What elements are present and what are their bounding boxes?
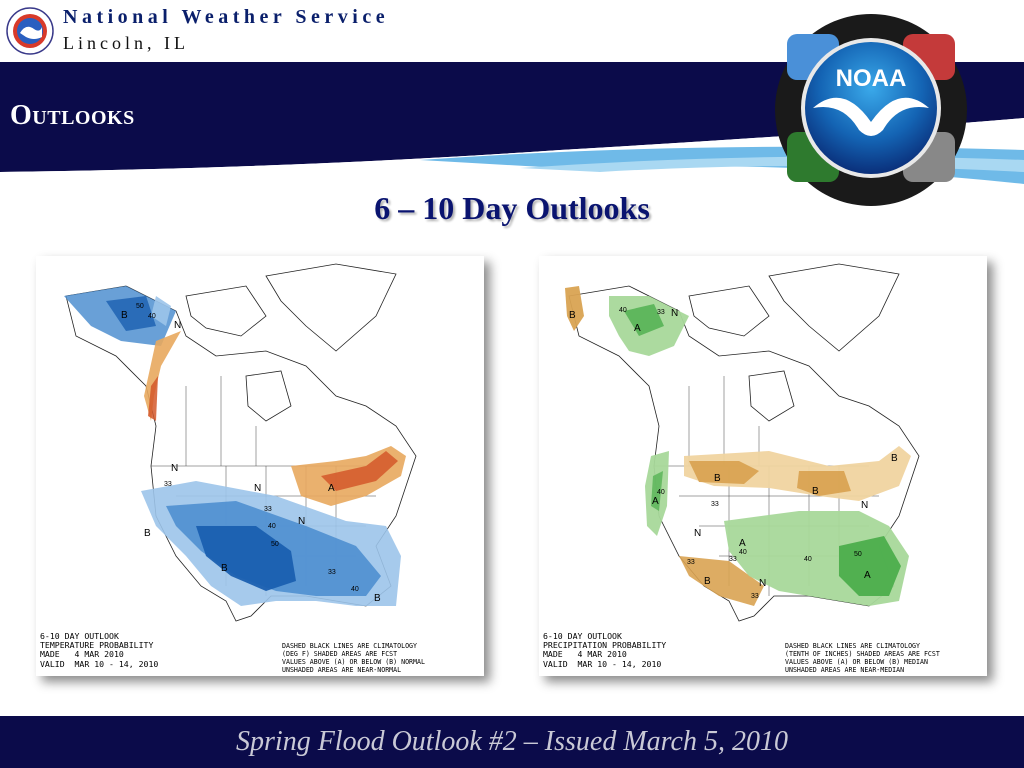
noaa-logo-icon: NOAA (775, 14, 967, 206)
caption-line: TEMPERATURE PROBABILITY (40, 640, 154, 651)
arctic-islands-outline (688, 285, 770, 337)
caption-line: VALID MAR 10 - 14, 2010 (543, 658, 662, 669)
note-line: (TENTH OF INCHES) SHADED AREAS ARE FCST (785, 650, 940, 658)
note-line: VALUES ABOVE (A) OR BELOW (B) MEDIAN (785, 658, 928, 666)
temperature-caption: 6-10 DAY OUTLOOK TEMPERATURE PROBABILITY M… (40, 631, 159, 669)
contour-value: 33 (164, 481, 172, 488)
map-label: A (739, 538, 746, 549)
map-label: B (121, 310, 128, 321)
map-label: B (891, 453, 898, 464)
note-line: DASHED BLACK LINES ARE CLIMATOLOGY (282, 642, 417, 650)
temperature-legend-note: DASHED BLACK LINES ARE CLIMATOLOGY (DEG F… (282, 642, 425, 674)
map-label: B (374, 593, 381, 604)
map-label: B (221, 563, 228, 574)
contour-value: 40 (619, 307, 627, 314)
contour-value: 33 (264, 506, 272, 513)
contour-value: 40 (657, 489, 665, 496)
contour-value: 33 (328, 569, 336, 576)
svg-text:NOAA: NOAA (836, 65, 907, 92)
nws-logo-icon (6, 7, 54, 55)
contour-value: 40 (351, 586, 359, 593)
org-name: National Weather Service (63, 6, 390, 28)
footer-text: Spring Flood Outlook #2 – Issued March 5… (236, 726, 788, 757)
map-label: B (569, 310, 576, 321)
greenland-outline (768, 263, 900, 352)
greenland-outline (265, 263, 397, 352)
map-label: B (714, 473, 721, 484)
map-label: B (704, 576, 711, 587)
contour-value: 50 (136, 303, 144, 310)
contour-value: 40 (268, 523, 276, 530)
footer-bar (0, 716, 1024, 768)
contour-value: 33 (657, 309, 665, 316)
map-label: N (694, 528, 701, 539)
org-city: Lincoln, IL (63, 33, 189, 53)
map-label: A (328, 483, 335, 494)
map-label: A (634, 323, 641, 334)
note-line: UNSHADED AREAS ARE NEAR-MEDIAN (785, 666, 905, 674)
temperature-map-graphic: B N N A B N N B B 50 40 33 33 40 50 40 3… (64, 263, 417, 622)
caption-line: VALID MAR 10 - 14, 2010 (40, 658, 159, 669)
map-label: N (171, 463, 178, 474)
caption-line: 6-10 DAY OUTLOOK (543, 631, 622, 641)
note-line: VALUES ABOVE (A) OR BELOW (B) NORMAL (282, 658, 425, 666)
hudson-bay-outline (245, 370, 292, 422)
map-label: N (861, 500, 868, 511)
map-label: N (671, 308, 678, 319)
note-line: UNSHADED AREAS ARE NEAR-NORMAL (282, 666, 402, 674)
precipitation-caption: 6-10 DAY OUTLOOK PRECIPITATION PROBABILIT… (543, 631, 667, 669)
contour-value: 50 (854, 551, 862, 558)
contour-value: 50 (271, 541, 279, 548)
precipitation-legend-note: DASHED BLACK LINES ARE CLIMATOLOGY (TENTH… (785, 642, 940, 674)
caption-line: MADE 4 MAR 2010 (543, 649, 627, 660)
hudson-bay-outline (748, 370, 795, 422)
section-title: Outlooks (10, 100, 135, 131)
note-line: DASHED BLACK LINES ARE CLIMATOLOGY (785, 642, 920, 650)
map-label: B (812, 486, 819, 497)
contour-value: 33 (687, 559, 695, 566)
temperature-outlook-map: B N N A B N N B B 50 40 33 33 40 50 40 3… (36, 256, 484, 676)
contour-value: 33 (729, 556, 737, 563)
contour-value: 40 (804, 556, 812, 563)
note-line: (DEG F) SHADED AREAS ARE FCST (282, 650, 398, 658)
map-label: A (864, 570, 871, 581)
alaska-below-region (565, 286, 584, 331)
map-label: B (144, 528, 151, 539)
slide-title: 6 – 10 Day Outlooks (374, 190, 650, 226)
caption-line: 6-10 DAY OUTLOOK (40, 631, 119, 641)
contour-value: 33 (711, 501, 719, 508)
map-label: N (759, 578, 766, 589)
map-label: A (652, 496, 659, 507)
contour-value: 40 (739, 549, 747, 556)
southwest-below-region (679, 556, 764, 606)
map-label: N (254, 483, 261, 494)
precipitation-outlook-map: B A N A B B B N N A B N A 40 33 40 33 40… (539, 256, 987, 676)
map-label: N (298, 516, 305, 527)
contour-value: 33 (751, 593, 759, 600)
caption-line: PRECIPITATION PROBABILITY (543, 640, 667, 651)
map-label: N (174, 320, 181, 331)
precipitation-map-graphic: B A N A B B B N N A B N A 40 33 40 33 40… (565, 263, 920, 622)
caption-line: MADE 4 MAR 2010 (40, 649, 124, 660)
northern-tier-below-region (684, 446, 911, 501)
contour-value: 40 (148, 313, 156, 320)
arctic-islands-outline (185, 285, 267, 337)
